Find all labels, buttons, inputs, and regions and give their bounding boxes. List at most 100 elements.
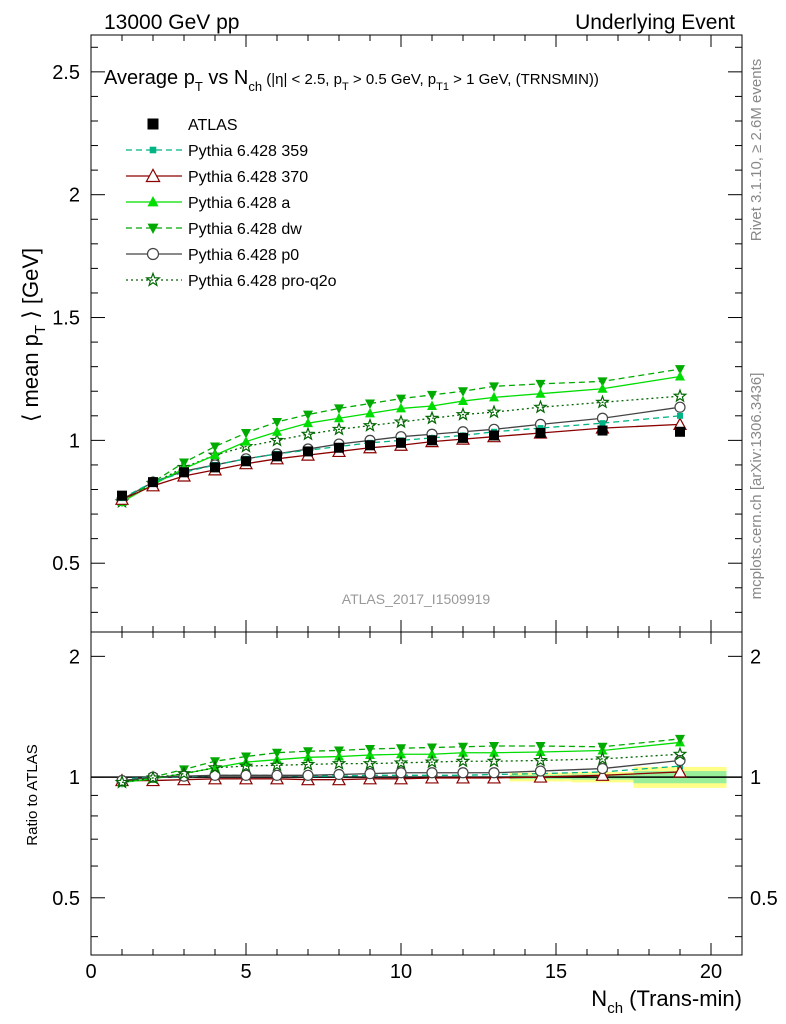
legend-label: Pythia 6.428 p0 [188,247,299,264]
legend-item: Pythia 6.428 370 [126,168,308,186]
data-marker [117,490,127,501]
data-marker [272,748,282,759]
data-marker [145,271,161,287]
ratio-series-line [121,753,681,784]
data-marker [334,442,344,453]
data-marker [241,429,251,439]
legend-item: Pythia 6.428 dw [126,221,302,238]
data-marker [334,746,344,756]
data-marker [597,425,608,436]
data-marker [207,760,223,774]
header-right: Underlying Event [575,11,735,34]
ratio-series-pythia-6-428-p0 [116,754,686,787]
data-marker [303,410,313,421]
x-tick-label: 15 [545,961,567,983]
data-marker [176,765,192,780]
data-marker [303,446,313,457]
legend-label: Pythia 6.428 a [188,195,290,212]
data-marker [241,752,251,763]
data-marker [488,767,500,779]
data-marker [595,751,610,766]
data-marker [672,746,688,761]
data-marker [677,412,683,419]
data-marker [393,755,409,770]
ratio-plot-frame [90,631,743,956]
legend: ATLAS Pythia 6.428 359 Pythia 6.428 370 Pyt… [126,117,337,290]
data-marker [675,426,685,437]
data-marker [272,417,282,428]
ratio-y-tick-label-right: 2 [750,646,761,668]
header-left: 13000 GeV pp [104,11,239,34]
data-marker [302,769,314,781]
data-marker [241,456,251,467]
x-tick-label: 20 [700,961,722,983]
main-series-group [114,365,688,509]
ratio-y-tick-label: 1 [69,767,80,789]
data-marker [300,756,316,771]
data-marker [334,412,344,423]
series-pythia-6-428-dw [117,365,685,508]
data-marker [303,417,313,428]
data-marker [396,402,406,413]
x-tick-label: 10 [390,961,412,983]
data-marker [334,404,344,414]
data-marker [672,764,688,778]
data-marker [597,383,608,393]
ratio-y-tick-label-right: 0.5 [750,888,778,910]
ratio-y-axis-label: Ratio to ATLAS [24,744,41,845]
data-marker [210,449,220,460]
data-marker [489,747,499,757]
data-marker [458,387,468,397]
ratio-series-line [121,759,681,782]
chart-title: Average pT vs Nch (|η| < 2.5, pT > 0.5 G… [104,67,599,94]
data-marker [458,432,468,443]
data-marker [362,417,378,432]
ratio-y-tick-label: 2 [69,646,80,668]
series-line [121,368,681,503]
data-marker [179,467,189,478]
data-marker [424,754,440,769]
mcplots-source-note: mcplots.cern.ch [arXiv:1306.3436] [748,373,765,600]
data-marker [533,752,548,767]
data-marker [364,768,376,780]
data-marker [147,223,159,235]
data-marker [271,769,283,781]
data-marker [210,442,220,453]
data-marker [675,365,685,375]
data-marker [427,400,437,410]
data-marker [595,768,610,781]
data-marker [672,388,688,403]
data-marker [427,435,437,446]
ratio-series-line [122,771,681,782]
ratio-series-line [121,738,681,784]
data-marker [362,755,378,770]
ratio-series-line [121,765,681,780]
data-marker [675,734,685,745]
ratio-series-pythia-6-428-dw [117,734,685,788]
data-marker [427,743,437,754]
data-marker [179,765,189,775]
data-marker [675,370,685,381]
data-marker [365,407,375,418]
legend-item: Pythia 6.428 p0 [126,247,299,264]
data-marker [599,420,606,427]
legend-label: Pythia 6.428 dw [188,221,302,238]
main-y-tick-label: 0.5 [52,553,80,575]
ratio-y-tick-label-right: 1 [750,767,761,789]
data-marker [533,399,548,414]
data-marker [333,768,345,781]
x-tick-label: 0 [85,961,96,983]
data-marker [395,767,407,779]
legend-label: Pythia 6.428 370 [188,169,308,186]
data-marker [535,379,546,390]
ratio-series-pythia-6-428-pro-q2o [114,746,688,789]
legend-item: ATLAS [147,117,238,134]
ratio-x-tick-labels: 0 5 10 15 20 [85,961,722,983]
rivet-version-note: Rivet 3.1.10, ≥ 2.6M events [748,59,765,242]
data-marker [147,118,159,130]
data-marker [241,436,251,446]
data-marker [365,440,375,451]
legend-item: Pythia 6.428 a [126,195,290,212]
data-marker [458,742,468,753]
